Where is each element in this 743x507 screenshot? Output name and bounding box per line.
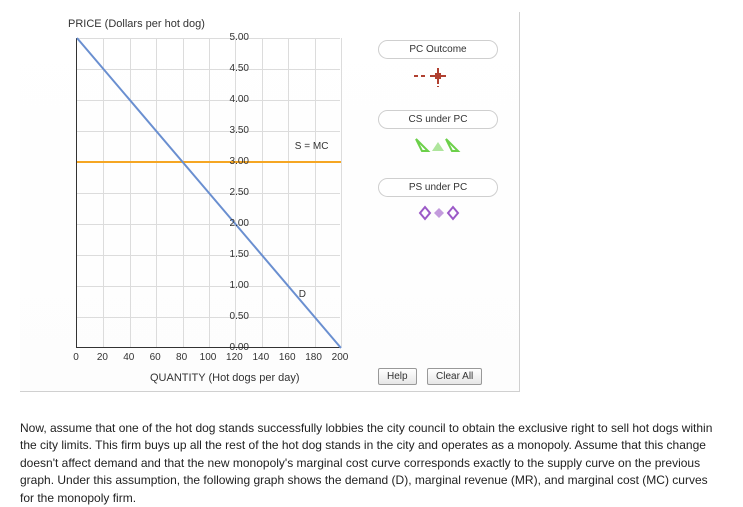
y-tick: 3.00 <box>209 156 249 167</box>
x-tick: 20 <box>90 352 114 363</box>
y-tick: 3.50 <box>209 125 249 136</box>
y-tick: 4.50 <box>209 63 249 74</box>
pc-outcome-icon <box>378 65 498 87</box>
description-paragraph: Now, assume that one of the hot dog stan… <box>20 420 720 507</box>
x-tick: 160 <box>275 352 299 363</box>
x-axis-title: QUANTITY (Hot dogs per day) <box>150 372 300 384</box>
x-tick: 140 <box>249 352 273 363</box>
y-tick: 5.00 <box>209 32 249 43</box>
cs-triangle-icon <box>378 135 498 157</box>
x-tick: 60 <box>143 352 167 363</box>
x-tick: 80 <box>170 352 194 363</box>
x-tick: 100 <box>196 352 220 363</box>
y-tick: 0.50 <box>209 311 249 322</box>
x-tick: 0 <box>64 352 88 363</box>
demand-label: D <box>299 289 306 300</box>
supply-mc-label: S = MC <box>295 141 329 152</box>
help-button[interactable]: Help <box>378 368 417 385</box>
ps-diamond-icon <box>378 203 498 225</box>
y-tick: 2.00 <box>209 218 249 229</box>
chart-panel: PRICE (Dollars per hot dog) S = MC D 0.0… <box>20 12 520 392</box>
legend-pc-outcome-label: PC Outcome <box>378 40 498 59</box>
y-axis-title: PRICE (Dollars per hot dog) <box>68 18 205 30</box>
y-tick: 2.50 <box>209 187 249 198</box>
legend-ps-label: PS under PC <box>378 178 498 197</box>
x-tick: 180 <box>302 352 326 363</box>
plot-area[interactable]: S = MC D <box>76 38 340 348</box>
y-tick: 4.00 <box>209 94 249 105</box>
x-tick: 120 <box>222 352 246 363</box>
legend-cs-label: CS under PC <box>378 110 498 129</box>
x-tick: 200 <box>328 352 352 363</box>
x-tick: 40 <box>117 352 141 363</box>
y-tick: 1.00 <box>209 280 249 291</box>
legend-ps-under-pc[interactable]: PS under PC <box>378 178 498 239</box>
legend-cs-under-pc[interactable]: CS under PC <box>378 110 498 171</box>
clear-all-button[interactable]: Clear All <box>427 368 482 385</box>
y-tick: 1.50 <box>209 249 249 260</box>
button-row: Help Clear All <box>378 366 488 385</box>
legend-pc-outcome[interactable]: PC Outcome <box>378 40 498 101</box>
